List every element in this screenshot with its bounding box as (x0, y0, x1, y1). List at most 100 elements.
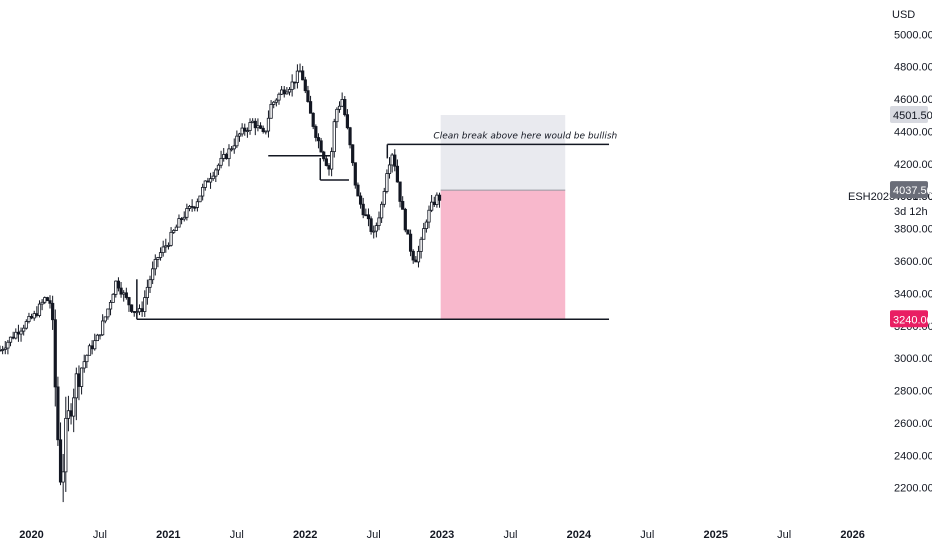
candle-body (372, 230, 376, 233)
time-tick-label: Jul (367, 529, 381, 541)
candle-body (411, 250, 415, 261)
long-position-tool[interactable] (440, 115, 566, 320)
candle-body (330, 151, 334, 170)
annotation-text[interactable]: Clean break above here would be bullish (433, 131, 617, 141)
candle-body (422, 228, 426, 240)
candle-body (408, 233, 413, 252)
candle-body (235, 135, 239, 147)
candle-body (198, 195, 202, 203)
candle-body (256, 125, 260, 129)
time-tick-label: 2022 (293, 529, 317, 541)
price-axis[interactable]: USD ESH2023 4031.50 3d 12h 2200.002400.0… (848, 9, 932, 495)
candle-body (253, 120, 257, 129)
stop-zone[interactable] (440, 190, 566, 320)
candle-body (53, 319, 57, 388)
candle-body (51, 302, 55, 321)
candle-body (106, 308, 110, 318)
price-badge-label: 3240.00 (893, 314, 932, 326)
candle-body (432, 201, 436, 205)
candle-body (314, 126, 318, 138)
candle-body (172, 230, 176, 233)
candle-body (353, 162, 357, 186)
candle-body (35, 313, 39, 316)
trend-lines[interactable] (136, 143, 610, 321)
candle-body (98, 334, 102, 337)
candle-body (382, 191, 386, 205)
candle-body (58, 439, 63, 483)
candle-body (364, 214, 368, 217)
time-tick-label: Jul (93, 529, 107, 541)
candle-body (40, 301, 44, 305)
candle-body (293, 81, 297, 84)
currency-label: USD (892, 9, 915, 21)
candle-body (14, 331, 18, 339)
price-tick-label: 4200.00 (894, 159, 932, 171)
candle-body (27, 316, 31, 322)
time-tick-label: 2024 (567, 529, 592, 541)
candle-body (419, 238, 423, 252)
candle-body (22, 327, 26, 332)
candle-body (358, 195, 363, 205)
candle-body (311, 112, 315, 127)
price-tick-label: 3000.00 (894, 353, 932, 365)
candle-body (316, 137, 321, 142)
candle-body (301, 70, 305, 81)
candle-body (137, 308, 142, 313)
price-tick-label: 3400.00 (894, 288, 932, 300)
candle-body (261, 127, 265, 132)
target-zone[interactable] (440, 115, 566, 191)
candle-body (174, 226, 178, 231)
candle-body (108, 302, 113, 310)
candle-body (280, 89, 284, 95)
candle-body (222, 154, 226, 159)
candle-body (398, 181, 402, 202)
candle-body (306, 90, 310, 102)
candle-body (385, 173, 389, 192)
candle-body (232, 145, 236, 150)
candle-body (416, 251, 421, 263)
candle-body (182, 216, 186, 220)
candle-body (90, 345, 94, 350)
candle-body (32, 313, 36, 319)
candle-body (3, 347, 7, 350)
candle-body (6, 341, 10, 349)
price-tick-label: 4400.00 (894, 126, 932, 138)
candle-body (37, 303, 42, 316)
candle-body (129, 304, 134, 312)
price-tick-label: 3800.00 (894, 224, 932, 236)
candle-body (282, 89, 286, 95)
candle-body (277, 93, 281, 101)
candle-body (258, 125, 263, 129)
candle-body (74, 373, 78, 399)
candle-body (324, 158, 328, 166)
price-tick-label: 3600.00 (894, 256, 932, 268)
candle-body (332, 121, 336, 153)
candle-body (295, 70, 300, 83)
time-tick-label: 2025 (704, 529, 728, 541)
candle-body (430, 201, 434, 211)
candle-body (119, 287, 123, 295)
price-tick-label: 4800.00 (894, 62, 932, 74)
candle-body (185, 208, 189, 218)
candle-body (111, 293, 115, 303)
candle-body (369, 218, 373, 232)
candle-body (287, 89, 292, 93)
candle-body (274, 99, 278, 103)
candle-body (103, 316, 107, 322)
time-axis[interactable]: 2020 Jul 2021 Jul 2022 Jul 2023 Jul 2024 Jul 2025 J… (19, 529, 865, 541)
candle-body (437, 194, 442, 201)
price-tick-label: 2200.00 (894, 483, 932, 495)
candle-body (72, 397, 76, 417)
time-tick-label: 2023 (430, 529, 454, 541)
candle-body (19, 330, 23, 335)
candle-body (64, 417, 68, 473)
candle-body (166, 244, 171, 247)
candle-body (351, 144, 355, 164)
candle-body (164, 245, 168, 248)
candle-body (248, 122, 252, 131)
candle-body (187, 205, 192, 209)
candle-body (127, 297, 131, 306)
candle-body (48, 300, 52, 304)
candle-body (356, 184, 360, 197)
